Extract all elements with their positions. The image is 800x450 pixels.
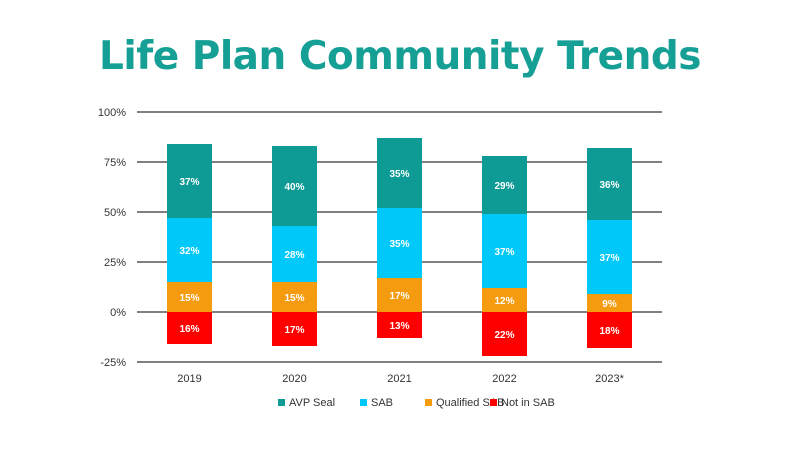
y-tick-label: 25% (104, 257, 126, 269)
legend-label: Qualified SAB (436, 397, 504, 409)
y-axis: -25% 0% 25% 50% 75% 100% (98, 107, 126, 369)
bar-value-label: 22% (494, 330, 514, 341)
bar-segment (587, 294, 632, 312)
x-tick-label: 2023* (595, 373, 624, 385)
bar-value-label: 36% (599, 180, 619, 191)
bar-segment (167, 282, 212, 312)
bar-value-label: 29% (494, 181, 514, 192)
bar-segment (272, 312, 317, 346)
bar-segment (377, 278, 422, 312)
bar-value-label: 18% (599, 326, 619, 337)
y-tick-label: 100% (98, 107, 126, 119)
bar-value-label: 32% (179, 246, 199, 257)
bar-value-label: 16% (179, 324, 199, 335)
bar-segment (167, 144, 212, 218)
y-tick-label: 75% (104, 157, 126, 169)
bar-value-label: 17% (389, 291, 409, 302)
bar-value-label: 28% (284, 250, 304, 261)
bar-value-label: 13% (389, 321, 409, 332)
bar-segment (272, 282, 317, 312)
x-axis: 2019 2020 2021 2022 2023* (177, 373, 624, 385)
legend-label: SAB (371, 397, 393, 409)
y-tick-label: -25% (100, 357, 126, 369)
bar-segment (482, 156, 527, 214)
bar-value-label: 40% (284, 182, 304, 193)
bar-segment (377, 312, 422, 338)
chart-title: Life Plan Community Trends (99, 34, 701, 79)
x-tick-label: 2022 (492, 373, 516, 385)
bar-segment (377, 138, 422, 208)
bars: 15% 32% 37% 16% 15% 28% 40% 17% 17% 35% 35% 13% 12% 3… (167, 138, 632, 356)
bar-value-label: 12% (494, 296, 514, 307)
y-tick-label: 50% (104, 207, 126, 219)
x-tick-label: 2021 (387, 373, 411, 385)
bar-value-label: 9% (602, 299, 617, 310)
legend-swatch (360, 399, 367, 406)
bar-value-label: 37% (599, 253, 619, 264)
legend-label: AVP Seal (289, 397, 335, 409)
bar-segment (587, 312, 632, 348)
legend-label: Not in SAB (501, 397, 555, 409)
bar-value-label: 17% (284, 325, 304, 336)
bar-value-label: 15% (179, 293, 199, 304)
bar-segment (482, 312, 527, 356)
y-tick-label: 0% (110, 307, 126, 319)
bar-segment (167, 218, 212, 282)
bar-segment (167, 312, 212, 344)
bar-value-label: 37% (494, 247, 514, 258)
bar-segment (377, 208, 422, 278)
legend-swatch (490, 399, 497, 406)
bar-value-label: 35% (389, 169, 409, 180)
bar-segment (482, 214, 527, 288)
bar-segment (587, 220, 632, 294)
bar-value-label: 37% (179, 177, 199, 188)
bar-segment (482, 288, 527, 312)
x-tick-label: 2020 (282, 373, 306, 385)
x-tick-label: 2019 (177, 373, 201, 385)
bar-value-label: 35% (389, 239, 409, 250)
bar-value-label: 15% (284, 293, 304, 304)
bar-segment (272, 146, 317, 226)
legend-swatch (425, 399, 432, 406)
legend-swatch (278, 399, 285, 406)
bar-segment (272, 226, 317, 282)
bar-segment (587, 148, 632, 220)
